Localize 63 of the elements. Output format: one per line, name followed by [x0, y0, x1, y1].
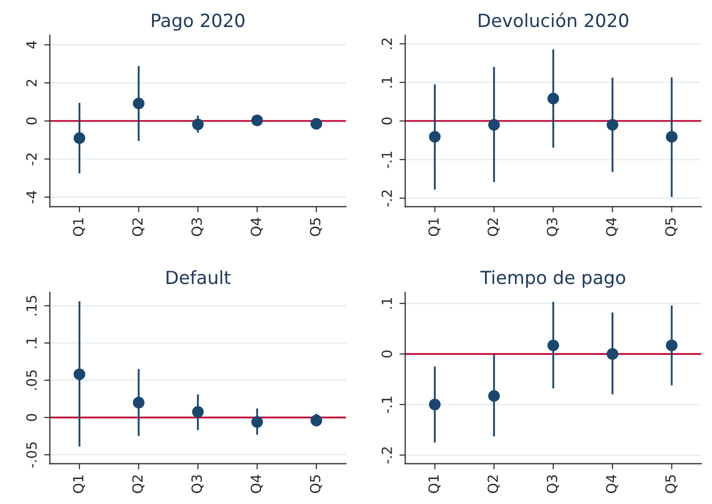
point	[488, 390, 500, 402]
y-tick-label: -2	[26, 154, 37, 166]
point	[547, 92, 560, 104]
point	[251, 416, 263, 428]
x-tick-label: Q4	[250, 218, 263, 236]
x-tick-label: Q3	[546, 218, 559, 236]
point	[547, 340, 560, 352]
x-tick-label: Q5	[665, 218, 678, 236]
x-tick-label: Q3	[191, 218, 204, 236]
y-tick-label: 0	[26, 414, 37, 421]
x-tick-label: Q4	[606, 474, 618, 494]
chart-title: Pago 2020	[152, 14, 244, 31]
point	[74, 368, 86, 380]
chart-title: Default	[166, 270, 230, 284]
x-tick-label: Q5	[665, 475, 678, 494]
y-tick-label: 0	[26, 117, 37, 124]
x-tick-label: Q3	[191, 475, 204, 494]
y-tick-label: .2	[382, 38, 392, 49]
point	[488, 119, 500, 131]
x-tick-label: Q2	[132, 475, 144, 494]
y-tick-label: 4	[26, 41, 37, 49]
x-tick-label: Q1	[428, 218, 440, 236]
x-tick-label: Q4	[250, 474, 263, 494]
point	[666, 130, 678, 143]
point	[251, 114, 263, 126]
point	[132, 98, 144, 110]
point	[192, 406, 204, 418]
x-tick-label: Q5	[310, 475, 322, 494]
y-tick-label: -.1	[382, 152, 392, 168]
point	[606, 119, 618, 131]
y-tick-label: .05	[26, 370, 37, 390]
y-tick-label: -.1	[382, 396, 392, 413]
point	[132, 396, 144, 408]
x-tick-label: Q2	[132, 218, 144, 236]
y-tick-label: .1	[26, 338, 37, 348]
point	[428, 130, 441, 143]
chart-title: Tiempo de pago	[480, 270, 626, 288]
point	[606, 348, 618, 360]
x-tick-label: Q2	[488, 218, 500, 236]
point	[310, 414, 322, 426]
y-tick-label: -.2	[382, 190, 392, 207]
x-tick-label: Q5	[310, 218, 322, 236]
y-tick-label: -.2	[382, 447, 392, 464]
point	[666, 340, 678, 352]
x-tick-label: Q1	[72, 475, 86, 494]
x-tick-label: Q2	[488, 475, 500, 494]
y-tick-label: 0	[382, 117, 392, 124]
x-tick-label: Q4	[606, 218, 618, 236]
x-tick-label: Q1	[428, 475, 440, 494]
y-tick-label: 2	[26, 80, 37, 86]
point	[74, 132, 86, 144]
point	[428, 398, 441, 410]
point	[192, 118, 204, 130]
y-tick-label: .15	[26, 296, 37, 316]
y-tick-label: 0	[382, 350, 392, 358]
y-tick-label: .1	[382, 298, 392, 309]
x-tick-label: Q3	[546, 475, 559, 494]
y-tick-label: -4	[26, 190, 37, 204]
y-tick-label: -.05	[26, 442, 37, 468]
point	[310, 118, 322, 130]
x-tick-label: Q1	[72, 218, 86, 236]
y-tick-label: .1	[382, 77, 392, 88]
chart-title: Devolución 2020	[478, 12, 628, 28]
